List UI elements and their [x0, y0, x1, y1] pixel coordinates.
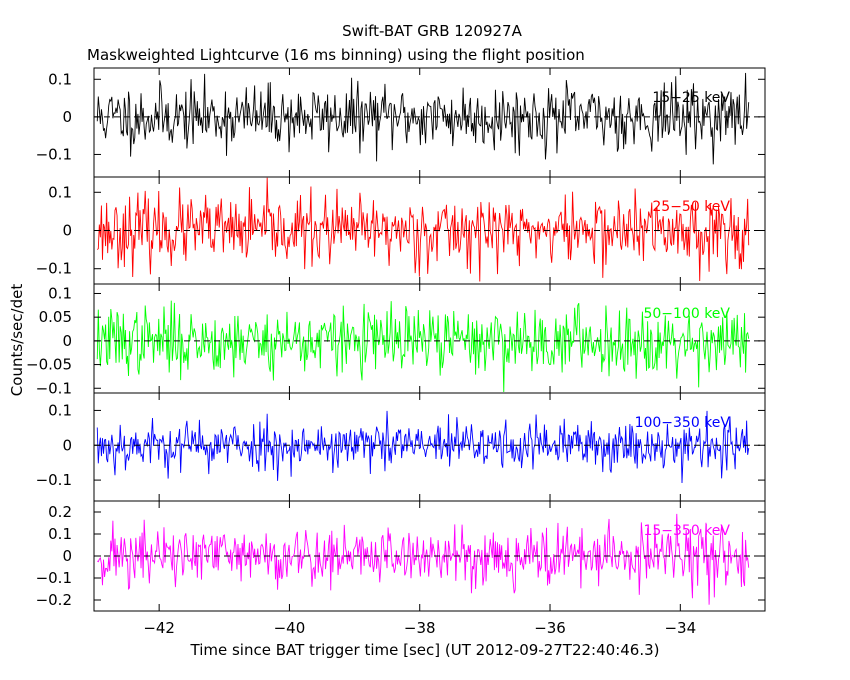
panel-1: −0.1 0 0.1 15−25 keV	[36, 67, 766, 178]
y-tick-label: −0.2	[36, 591, 72, 609]
chart-title: Swift-BAT GRB 120927A	[342, 22, 522, 40]
panels-group: −0.100.115−25 keV−0.100.125−50 keV−0.1−0…	[26, 67, 766, 637]
x-tick-label: −34	[664, 619, 696, 637]
energy-band-label: 15−25 keV	[652, 90, 730, 106]
y-tick-label: 0.1	[48, 70, 72, 88]
chart-subtitle: Maskweighted Lightcurve (16 ms binning) …	[87, 46, 585, 64]
y-tick-label: 0.1	[48, 183, 72, 201]
energy-band-label: 25−50 keV	[652, 199, 730, 215]
series-line	[96, 72, 750, 165]
x-tick-label: −38	[404, 619, 436, 637]
y-tick-label: 0.1	[48, 525, 72, 543]
series-line	[96, 300, 750, 393]
y-tick-label: −0.1	[36, 569, 72, 587]
y-tick-label: 0	[62, 436, 72, 454]
y-tick-label: 0	[62, 108, 72, 126]
y-tick-label: 0.1	[48, 284, 72, 302]
y-tick-label: 0	[62, 332, 72, 350]
y-tick-label: 0.05	[39, 308, 72, 326]
series-line	[96, 513, 750, 605]
energy-band-label: 50−100 keV	[643, 306, 730, 322]
y-tick-label: −0.05	[26, 356, 72, 374]
x-tick-label: −40	[274, 619, 306, 637]
y-tick-label: −0.1	[36, 145, 72, 163]
y-tick-label: 0	[62, 547, 72, 565]
y-tick-label: −0.1	[36, 260, 72, 278]
y-tick-label: −0.1	[36, 379, 72, 397]
y-tick-label: −0.1	[36, 471, 72, 489]
y-axis-label: Counts/sec/det	[8, 284, 26, 397]
x-tick-label: −42	[143, 619, 175, 637]
series-line	[96, 410, 750, 483]
x-tick-label: −36	[534, 619, 566, 637]
energy-band-label: 100−350 keV	[635, 415, 731, 431]
panel-5: −0.2 −0.1 0 0.1 0.2 15−350 keV	[36, 500, 766, 612]
x-axis-label: Time since BAT trigger time [sec] (UT 20…	[190, 641, 660, 659]
series-line	[96, 177, 750, 282]
energy-band-label: 15−350 keV	[643, 523, 730, 539]
y-tick-label: 0.2	[48, 503, 72, 521]
y-tick-label: 0	[62, 222, 72, 240]
panel-3: −0.1 −0.05 0 0.05 0.1 50−100 keV	[26, 283, 766, 397]
panel-4: −0.1 0 0.1 100−350 keV	[36, 392, 766, 502]
y-tick-label: 0.1	[48, 401, 72, 419]
